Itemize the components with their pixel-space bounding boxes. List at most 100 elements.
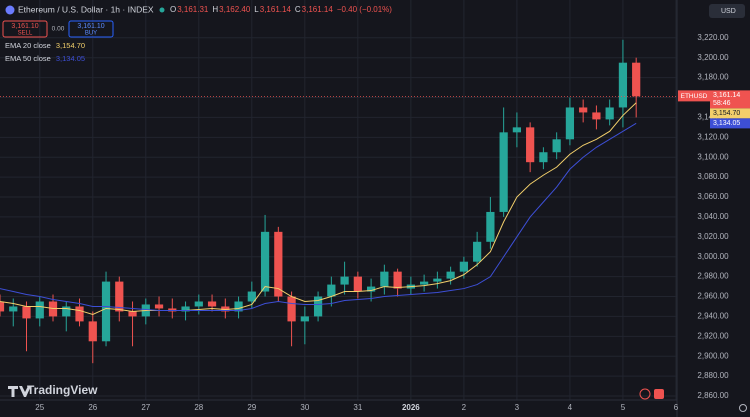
candle-body xyxy=(579,107,588,113)
candle-body xyxy=(62,306,71,317)
candle-body xyxy=(366,286,376,292)
currency-button[interactable] xyxy=(709,4,745,18)
candle-body xyxy=(446,271,455,279)
y-tick-label: 2,960.00 xyxy=(697,292,729,301)
ohlc-label: H xyxy=(212,5,218,14)
overlay: Ethereum / U.S. Dollar · 1h · INDEX O 3,1… xyxy=(2,4,747,412)
symbol-title: Ethereum / U.S. Dollar · 1h · INDEX xyxy=(18,4,154,14)
x-tick-label: 2026 xyxy=(402,403,420,412)
candle-body xyxy=(287,296,296,322)
candle-body xyxy=(9,306,18,312)
candle-body xyxy=(340,276,349,285)
candle-body xyxy=(234,301,243,312)
ema-line xyxy=(0,122,637,311)
candle-body xyxy=(353,276,362,292)
x-tick-label: 26 xyxy=(88,403,97,412)
x-tick-label: 4 xyxy=(568,403,573,412)
event-icon[interactable] xyxy=(654,389,664,399)
legend-value: 3,154.70 xyxy=(56,41,85,50)
y-tick-label: 3,060.00 xyxy=(697,192,729,201)
buy-label: BUY xyxy=(85,31,97,37)
y-tick-label: 3,040.00 xyxy=(697,212,729,221)
x-tick-label: 31 xyxy=(353,403,362,412)
plot xyxy=(0,39,677,364)
legend: EMA 20 close 3,154.70 EMA 50 close 3,134.05 xyxy=(5,41,85,63)
y-tick-label: 3,200.00 xyxy=(697,53,729,62)
symbol-badge-bg xyxy=(678,90,710,102)
candle-body xyxy=(128,311,137,317)
settings-icon[interactable] xyxy=(739,404,747,412)
y-tick-label: 3,000.00 xyxy=(697,252,729,261)
y-tick-label: 2,860.00 xyxy=(697,391,729,400)
candle-body xyxy=(420,281,429,285)
buy-button[interactable] xyxy=(68,20,114,38)
ema-badge xyxy=(710,118,750,129)
x-tick-label: 28 xyxy=(194,403,203,412)
candle-body xyxy=(565,107,575,140)
y-tick-label: 2,940.00 xyxy=(697,312,729,321)
sell-button[interactable] xyxy=(2,20,48,38)
ema-badge xyxy=(710,108,750,119)
candle-body xyxy=(380,271,389,287)
candle-body xyxy=(552,139,561,153)
x-tick-label: 6 xyxy=(674,403,679,412)
brand: TradingView xyxy=(27,383,98,397)
candle-body xyxy=(35,301,44,319)
candle-body xyxy=(194,301,203,307)
candle-body xyxy=(327,284,336,297)
candle-body xyxy=(393,271,402,289)
ema-line xyxy=(0,102,637,315)
x-tick-label: 2 xyxy=(462,403,467,412)
y-tick-label: 2,980.00 xyxy=(697,272,729,281)
candle-body xyxy=(260,231,270,292)
buy-price: 3,161.10 xyxy=(77,23,104,30)
ema-badge-label: 3,154.70 xyxy=(713,110,740,117)
candle-body xyxy=(207,301,217,307)
ohlc-header: O 3,161.31 H 3,162.40 L 3,161.14 C 3,161.14 −0.4… xyxy=(170,5,392,14)
y-tick-label: 3,120.00 xyxy=(697,132,729,141)
candle-body xyxy=(101,281,111,342)
ohlc-label: O xyxy=(170,5,176,14)
y-tick-label: 3,220.00 xyxy=(697,33,729,42)
ohlc-value: 3,161.31 xyxy=(177,5,209,14)
y-tick-label: 2,900.00 xyxy=(697,351,729,360)
x-tick-label: 25 xyxy=(35,403,44,412)
currency: USD xyxy=(721,8,736,15)
candle-body xyxy=(433,278,442,282)
y-tick-label: 2,920.00 xyxy=(697,331,729,340)
y-tick-label: 3,020.00 xyxy=(697,232,729,241)
change: −0.40 (−0.01%) xyxy=(337,5,392,14)
sell-label: SELL xyxy=(18,31,33,37)
ohlc-label: C xyxy=(295,5,301,14)
candle-body xyxy=(592,112,601,120)
candle-body xyxy=(274,231,283,297)
y-tick-label: 2,880.00 xyxy=(697,371,729,380)
candle-body xyxy=(75,306,84,322)
countdown: 58:46 xyxy=(713,100,731,107)
ema-badge-label: 3,134.05 xyxy=(713,120,740,127)
x-tick-label: 3 xyxy=(515,403,520,412)
symbol-icon xyxy=(5,5,15,15)
candle-body xyxy=(632,62,641,97)
candle-body xyxy=(605,107,614,120)
candle-body xyxy=(22,306,31,319)
legend-name: EMA 20 close xyxy=(5,41,51,50)
candle-body xyxy=(154,304,164,309)
candle-body xyxy=(618,62,628,108)
legend-name: EMA 50 close xyxy=(5,54,51,63)
candle-body xyxy=(486,211,495,242)
y-tick-label: 3,080.00 xyxy=(697,172,729,181)
x-tick-label: 30 xyxy=(300,403,309,412)
event-icon[interactable] xyxy=(639,388,651,400)
brand-logo xyxy=(8,386,31,397)
last-price-badge xyxy=(710,90,750,109)
y-tick-label: 3,180.00 xyxy=(697,73,729,82)
ohlc-value: 3,162.40 xyxy=(219,5,251,14)
candle-body xyxy=(473,241,482,262)
symbol-badge: ETHUSD xyxy=(681,93,708,100)
x-tick-label: 5 xyxy=(621,403,626,412)
ohlc-value: 3,161.14 xyxy=(302,5,334,14)
x-tick-label: 29 xyxy=(247,403,256,412)
